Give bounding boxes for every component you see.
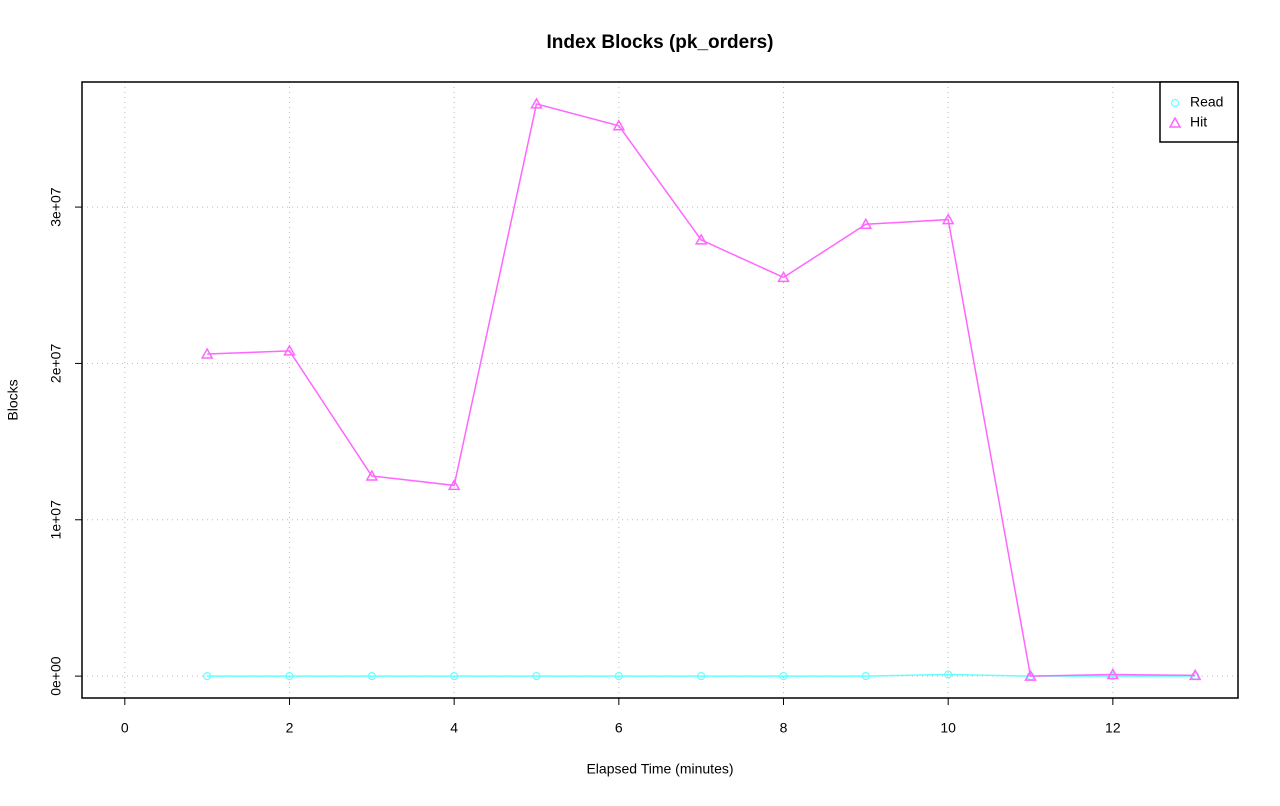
- data-point: [941, 213, 955, 225]
- plot-frame: [81, 81, 1239, 699]
- chart-title: Index Blocks (pk_orders): [546, 32, 773, 53]
- data-point: [530, 97, 543, 109]
- data-point: [283, 344, 296, 356]
- x-tick-label: 12: [1105, 720, 1121, 736]
- x-tick-label: 2: [286, 720, 294, 736]
- data-point: [1188, 668, 1202, 681]
- data-point: [1106, 668, 1120, 680]
- data-point: [200, 347, 214, 359]
- data-point: [447, 478, 461, 491]
- x-axis-label: Elapsed Time (minutes): [586, 761, 733, 777]
- x-tick-label: 8: [780, 720, 788, 736]
- data-point: [532, 672, 541, 681]
- data-point: [694, 233, 708, 245]
- y-tick-label: 3e+07: [48, 187, 64, 227]
- data-point: [779, 672, 788, 681]
- data-point: [450, 672, 459, 681]
- x-tick-label: 4: [450, 720, 458, 736]
- y-tick-label: 2e+07: [48, 344, 64, 384]
- data-point: [859, 217, 873, 230]
- data-point: [697, 672, 706, 681]
- legend-label: Hit: [1190, 114, 1207, 130]
- data-point: [365, 469, 379, 481]
- data-point: [285, 672, 294, 681]
- data-point: [1024, 669, 1037, 681]
- x-tick-label: 6: [615, 720, 623, 736]
- y-axis-label: Blocks: [5, 379, 21, 420]
- y-tick-label: 0e+00: [48, 656, 64, 696]
- series-line: [207, 102, 1196, 677]
- legend-box: [1159, 81, 1239, 143]
- legend-marker: [1170, 98, 1180, 108]
- data-point: [614, 672, 623, 681]
- data-point: [367, 672, 376, 681]
- legend-label: Read: [1190, 94, 1223, 110]
- data-point: [777, 270, 790, 283]
- x-tick-label: 10: [940, 720, 956, 736]
- data-point: [861, 672, 870, 681]
- data-point: [944, 670, 953, 679]
- x-tick-label: 0: [121, 720, 129, 736]
- data-point: [612, 119, 626, 131]
- data-point: [203, 672, 212, 681]
- legend-marker: [1168, 116, 1182, 128]
- y-tick-label: 1e+07: [48, 500, 64, 540]
